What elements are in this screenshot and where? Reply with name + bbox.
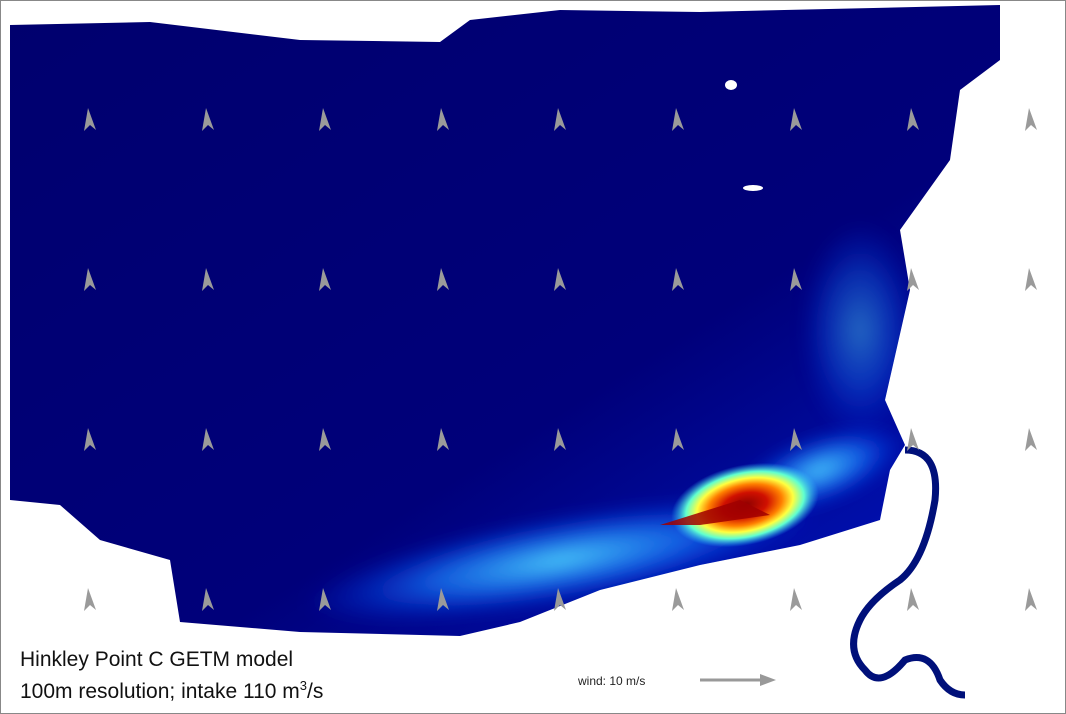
caption-line: Hinkley Point C GETM model xyxy=(20,648,293,672)
caption-text: /s xyxy=(307,680,323,703)
island xyxy=(743,185,763,191)
caption-text: 100m resolution; intake 110 m xyxy=(20,680,300,703)
map-figure: wind: 10 m/s Hinkley Point C GETM model … xyxy=(0,0,1066,714)
wind-scale-label: wind: 10 m/s xyxy=(577,674,645,688)
caption-superscript: 3 xyxy=(300,678,307,693)
map: wind: 10 m/s xyxy=(0,0,1066,714)
caption-line: 100m resolution; intake 110 m3/s xyxy=(20,678,323,704)
island xyxy=(725,80,737,90)
